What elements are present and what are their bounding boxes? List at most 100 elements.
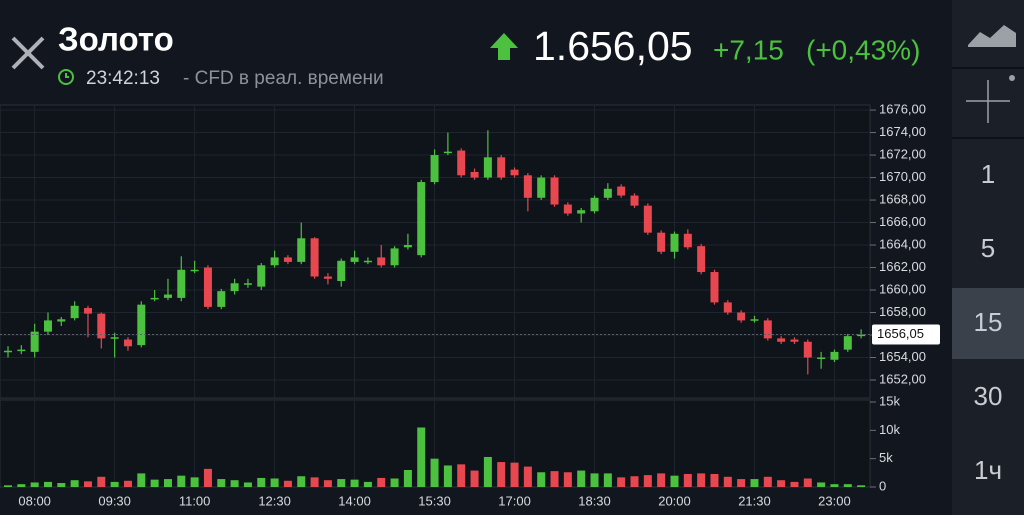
close-button[interactable] [11, 36, 45, 70]
y2-tick-label: 0 [879, 478, 886, 493]
candle-body [710, 272, 719, 303]
volume-bar [523, 466, 532, 487]
candle-body [83, 308, 92, 314]
y-tick-label: 1672,00 [879, 146, 926, 161]
crosshair-button[interactable] [966, 75, 1015, 123]
volume-bar [723, 476, 732, 487]
volume-bar [457, 464, 466, 487]
interval-button[interactable] [952, 362, 1024, 433]
candle-body [417, 182, 426, 256]
volume-bar [123, 480, 132, 487]
candle-body [323, 276, 332, 279]
volume-bar [643, 475, 652, 487]
volume-bar [150, 479, 159, 487]
y-tick-label: 1662,00 [879, 259, 926, 274]
candle-body [443, 151, 452, 154]
volume-bar [337, 479, 346, 487]
volume-bar [443, 465, 452, 487]
volume-bar [83, 481, 92, 487]
volume-bar [257, 477, 266, 487]
y-tick-label: 1676,00 [879, 101, 926, 116]
volume-bar [57, 483, 66, 487]
y-tick-label: 1670,00 [879, 169, 926, 184]
candle-body [523, 175, 532, 198]
interval-label[interactable]: 15 [974, 307, 1003, 337]
volume-bar [97, 476, 106, 487]
x-tick-label: 15:30 [418, 493, 451, 508]
candle-body [57, 319, 66, 322]
interval-label[interactable]: 5 [981, 233, 995, 263]
candle-body [790, 339, 799, 342]
volume-bar [750, 479, 759, 487]
x-tick-label: 17:00 [498, 493, 531, 508]
candle-body [483, 157, 492, 178]
volume-bar [377, 477, 386, 487]
volume-bar [403, 470, 412, 487]
candle-body [643, 205, 652, 233]
y2-tick-label: 5k [879, 450, 893, 465]
volume-bar [110, 481, 119, 487]
candle-body [617, 186, 626, 196]
interval-label[interactable]: 1ч [974, 455, 1002, 485]
candle-body [510, 169, 519, 176]
candle-body [390, 248, 399, 266]
x-tick-label: 14:00 [338, 493, 371, 508]
y-tick-label: 1660,00 [879, 281, 926, 296]
candle-body [697, 246, 706, 273]
volume-bar [483, 456, 492, 487]
candle-body [203, 267, 212, 307]
volume-bar [710, 473, 719, 487]
candle-body [30, 331, 39, 352]
y2-tick-label: 10k [879, 422, 900, 437]
volume-bar [510, 462, 519, 487]
price: 1.656,05 [533, 23, 693, 69]
candle-body [177, 269, 186, 298]
candle-body [97, 313, 106, 339]
volume-bar [670, 475, 679, 487]
volume-bar [270, 478, 279, 487]
volume-bar [310, 477, 319, 487]
candle-body [817, 357, 826, 360]
candle-body [150, 297, 159, 300]
candle-body [857, 334, 866, 337]
interval-label[interactable]: 30 [974, 381, 1003, 411]
volume-bar [803, 478, 812, 487]
y-tick-label: 1668,00 [879, 191, 926, 206]
volume-bar [563, 472, 572, 487]
candle-body [470, 171, 479, 178]
candle-body [190, 269, 199, 272]
candle-body [630, 195, 639, 206]
interval-label[interactable]: 1 [981, 159, 995, 189]
candle-body [217, 291, 226, 307]
candle-body [737, 312, 746, 321]
y-tick-label: 1654,00 [879, 349, 926, 364]
interval-button[interactable] [952, 288, 1024, 359]
interval-button[interactable] [952, 436, 1024, 507]
volume-bar [163, 479, 172, 487]
volume-bar [297, 476, 306, 487]
candle-body [283, 257, 292, 262]
volume-bar [857, 485, 866, 487]
candle-body [243, 283, 252, 285]
candle-body [310, 238, 319, 277]
volume-bar [17, 484, 26, 487]
y-tick-label: 1664,00 [879, 236, 926, 251]
volume-bar [537, 472, 546, 487]
interval-button[interactable] [952, 214, 1024, 285]
candle-body [537, 177, 546, 198]
interval-button[interactable] [952, 140, 1024, 211]
candle-body [403, 245, 412, 248]
candle-body [363, 260, 372, 263]
candle-body [430, 155, 439, 183]
last-price-box [872, 324, 940, 345]
candle-body [777, 338, 786, 342]
x-tick-label: 11:00 [179, 493, 211, 508]
chart-type-button[interactable] [968, 25, 1016, 47]
volume-bar [630, 476, 639, 487]
volume-bar [417, 427, 426, 487]
volume-bar [777, 480, 786, 487]
candle-body [683, 233, 692, 248]
candle-body [670, 233, 679, 252]
candle-body [123, 339, 132, 347]
volume-bar [390, 478, 399, 487]
